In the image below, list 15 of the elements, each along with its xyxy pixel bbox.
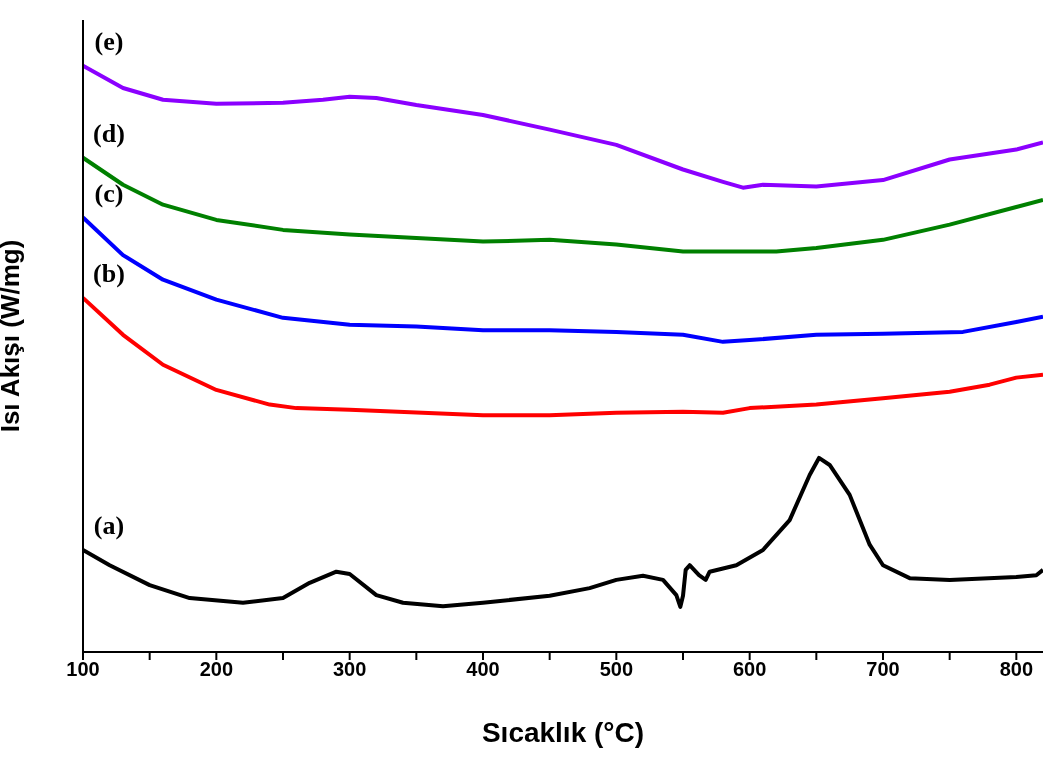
x-tick-label: 200 <box>199 658 234 681</box>
x-tick-label: 300 <box>332 658 367 681</box>
x-axis-title: Sıcaklık (°C) <box>481 717 645 748</box>
x-tick-label: 600 <box>732 658 767 681</box>
x-tick-label: 400 <box>466 658 500 681</box>
y-axis-title: Isı Akışı (W/mg) <box>0 239 26 433</box>
series-label: (c) <box>94 178 124 208</box>
x-tick-label: 100 <box>66 658 100 681</box>
x-tick-label: 500 <box>599 658 634 681</box>
series-label: (d) <box>93 118 125 148</box>
x-tick-label: 700 <box>866 658 900 681</box>
series-label: (e) <box>94 26 124 56</box>
series-label: (b) <box>93 258 125 288</box>
x-tick-label: 800 <box>999 658 1034 681</box>
series-label: (a) <box>93 510 125 540</box>
